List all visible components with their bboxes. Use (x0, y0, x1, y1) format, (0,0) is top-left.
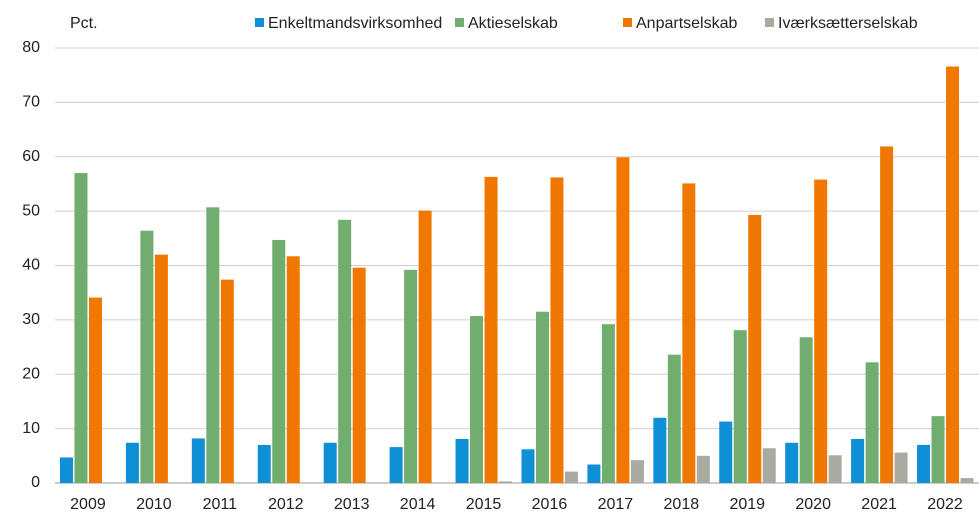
bar (917, 444, 931, 483)
bar (719, 421, 733, 483)
legend-swatch (765, 18, 774, 27)
bar (88, 297, 102, 483)
bar (696, 455, 710, 483)
bar (667, 354, 681, 483)
x-tick-label: 2016 (532, 496, 568, 513)
bar (206, 207, 220, 483)
bar (521, 449, 535, 483)
x-tick-label: 2021 (861, 496, 897, 513)
x-tick-label: 2017 (598, 496, 634, 513)
y-tick-label: 70 (22, 94, 40, 111)
y-tick-label: 80 (22, 39, 40, 56)
x-tick-label: 2012 (268, 496, 304, 513)
y-tick-label: 20 (22, 365, 40, 382)
bar (484, 176, 498, 483)
y-tick-label: 50 (22, 202, 40, 219)
x-tick-label: 2010 (136, 496, 172, 513)
bar (418, 210, 432, 484)
bar (59, 457, 73, 483)
bar (799, 337, 813, 483)
bar (682, 183, 696, 484)
legend-label: Iværksætterselskab (778, 15, 918, 32)
legend-swatch (623, 18, 632, 27)
bar (960, 478, 974, 483)
bar (125, 442, 139, 483)
bar (352, 267, 366, 483)
bar (894, 452, 908, 483)
bar (140, 230, 154, 483)
y-tick-label: 0 (31, 474, 40, 491)
x-tick-label: 2014 (400, 496, 436, 513)
bar (865, 362, 879, 483)
y-tick-label: 30 (22, 311, 40, 328)
bar (323, 442, 337, 483)
bar (404, 269, 418, 483)
legend-swatch (455, 18, 464, 27)
bar (587, 464, 601, 483)
x-tick-label: 2019 (729, 496, 765, 513)
bar (191, 438, 205, 483)
bar (762, 448, 776, 483)
bar (814, 179, 828, 483)
bar (653, 417, 667, 483)
bar (220, 279, 234, 483)
x-tick-label: 2011 (203, 496, 238, 513)
x-tick-label: 2015 (466, 496, 502, 513)
bar (616, 157, 630, 483)
bar (74, 173, 88, 483)
bar (550, 177, 564, 483)
bar (601, 324, 615, 483)
bar (257, 444, 271, 483)
legend-label: Aktieselskab (468, 15, 558, 32)
bar (785, 442, 799, 483)
bar (931, 416, 945, 483)
bar (851, 438, 865, 483)
legend-label: Anpartselskab (636, 15, 737, 32)
bar (389, 447, 403, 483)
bar (455, 438, 469, 483)
x-tick-label: 2020 (795, 496, 831, 513)
bar (535, 311, 549, 483)
bar (470, 316, 484, 483)
x-tick-label: 2018 (664, 496, 700, 513)
bar (564, 471, 578, 483)
bar (733, 330, 747, 483)
legend-label: Enkeltmandsvirksomhed (268, 15, 442, 32)
y-tick-label: 40 (22, 257, 40, 274)
bar (286, 256, 300, 483)
y-tick-label: 10 (22, 420, 40, 437)
bar (272, 239, 286, 483)
bar (630, 460, 644, 483)
bar (828, 455, 842, 483)
bar (338, 219, 352, 483)
y-tick-label: 60 (22, 148, 40, 165)
bar (946, 66, 960, 484)
bar (154, 254, 168, 483)
bar (748, 214, 762, 483)
x-tick-label: 2013 (334, 496, 370, 513)
y-axis-label: Pct. (70, 15, 98, 32)
x-tick-label: 2022 (927, 496, 963, 513)
bar (880, 146, 894, 483)
legend-swatch (255, 18, 264, 27)
bar (499, 481, 513, 483)
x-tick-label: 2009 (70, 496, 106, 513)
